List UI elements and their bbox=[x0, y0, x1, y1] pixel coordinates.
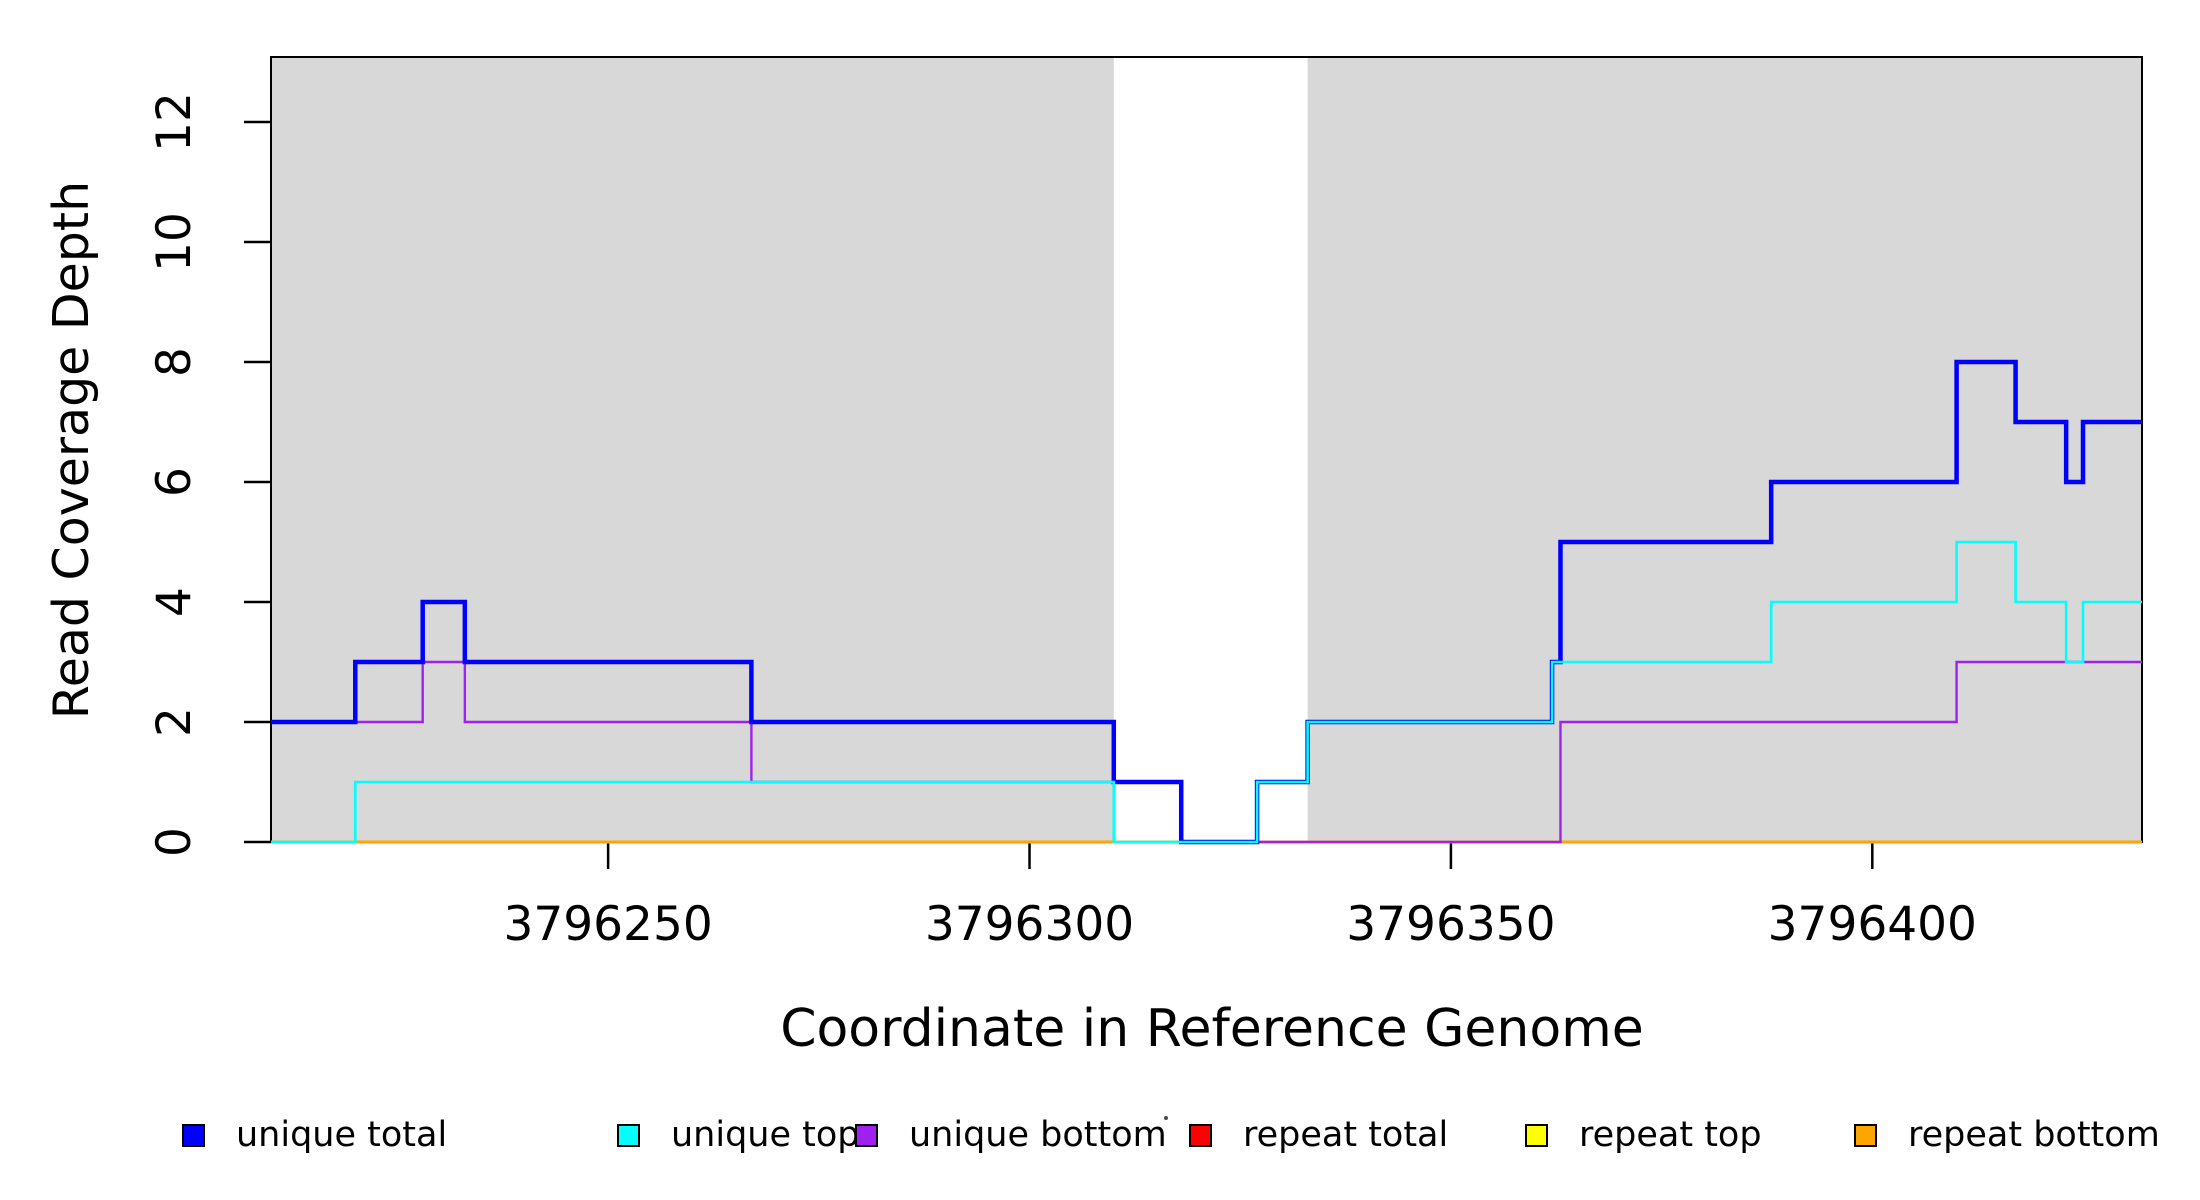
series-lines bbox=[271, 359, 2142, 845]
x-tick-label: 3796300 bbox=[925, 897, 1134, 952]
x-tick-label: 3796400 bbox=[1768, 897, 1977, 952]
y-tick-label: 2 bbox=[147, 707, 202, 737]
y-axis-title: Read Coverage Depth bbox=[43, 181, 100, 719]
x-axis-title: Coordinate in Reference Genome bbox=[780, 999, 1644, 1059]
series-line-unique-top bbox=[271, 540, 2142, 844]
unique-alignability-band-right bbox=[1307, 57, 2142, 842]
y-tick-label: 4 bbox=[147, 587, 202, 617]
x-tick-label: 3796250 bbox=[503, 897, 712, 952]
y-tick-label: 10 bbox=[147, 212, 202, 272]
unique-alignability-band-left bbox=[271, 57, 1114, 842]
y-tick-label: 0 bbox=[147, 827, 202, 857]
y-tick-label: 6 bbox=[147, 467, 202, 497]
y-tick-label: 12 bbox=[147, 92, 202, 152]
stray-dot-artifact bbox=[1164, 1116, 1168, 1120]
x-tick-label: 3796350 bbox=[1346, 897, 1555, 952]
y-tick-label: 8 bbox=[147, 347, 202, 377]
